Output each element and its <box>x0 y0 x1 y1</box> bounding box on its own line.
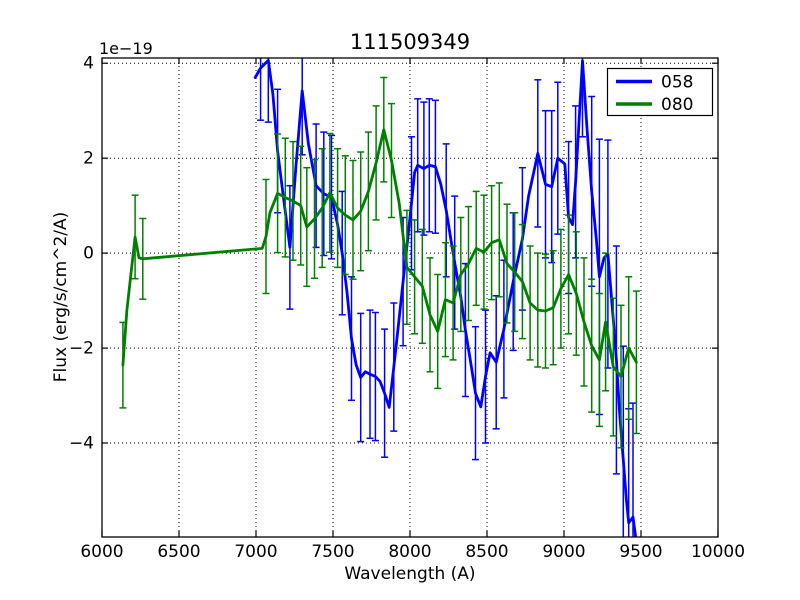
tick-layer <box>101 58 719 537</box>
legend-label-080: 080 <box>661 95 693 115</box>
series-058-line <box>253 59 638 537</box>
legend-label-058: 058 <box>661 73 693 93</box>
x-tick-label: 8000 <box>388 542 431 562</box>
x-tick-label: 8500 <box>465 542 508 562</box>
y-tick-label: 4 <box>83 54 94 74</box>
x-tick-label: 7000 <box>234 542 277 562</box>
x-tick-label: 7500 <box>311 542 354 562</box>
series-080 <box>119 76 640 449</box>
y-tick-label: 0 <box>83 244 94 264</box>
legend: 058 080 <box>606 67 714 117</box>
tick-label-layer: 6000 6500 7000 7500 8000 8500 9000 9500 10000 4 2 0… <box>69 54 745 562</box>
x-axis-label: Wavelength (A) <box>344 564 475 584</box>
y-tick-label: −4 <box>69 434 94 454</box>
y-axis-label: Flux (erg/s/cm^2/A) <box>51 212 71 383</box>
x-tick-label: 6000 <box>80 542 123 562</box>
y-tick-label: 2 <box>83 149 94 169</box>
x-tick-label: 9500 <box>619 542 662 562</box>
x-tick-label: 9000 <box>542 542 585 562</box>
y-axis-offset-text: 1e−19 <box>99 39 153 58</box>
x-tick-label: 6500 <box>157 542 200 562</box>
error-bars-080 <box>119 76 640 449</box>
series-layer <box>119 58 640 537</box>
x-tick-label: 10000 <box>691 542 745 562</box>
legend-box <box>606 67 714 117</box>
series-080-line <box>121 128 638 378</box>
chart-title: 111509349 <box>350 30 470 54</box>
y-tick-label: −2 <box>69 339 94 359</box>
